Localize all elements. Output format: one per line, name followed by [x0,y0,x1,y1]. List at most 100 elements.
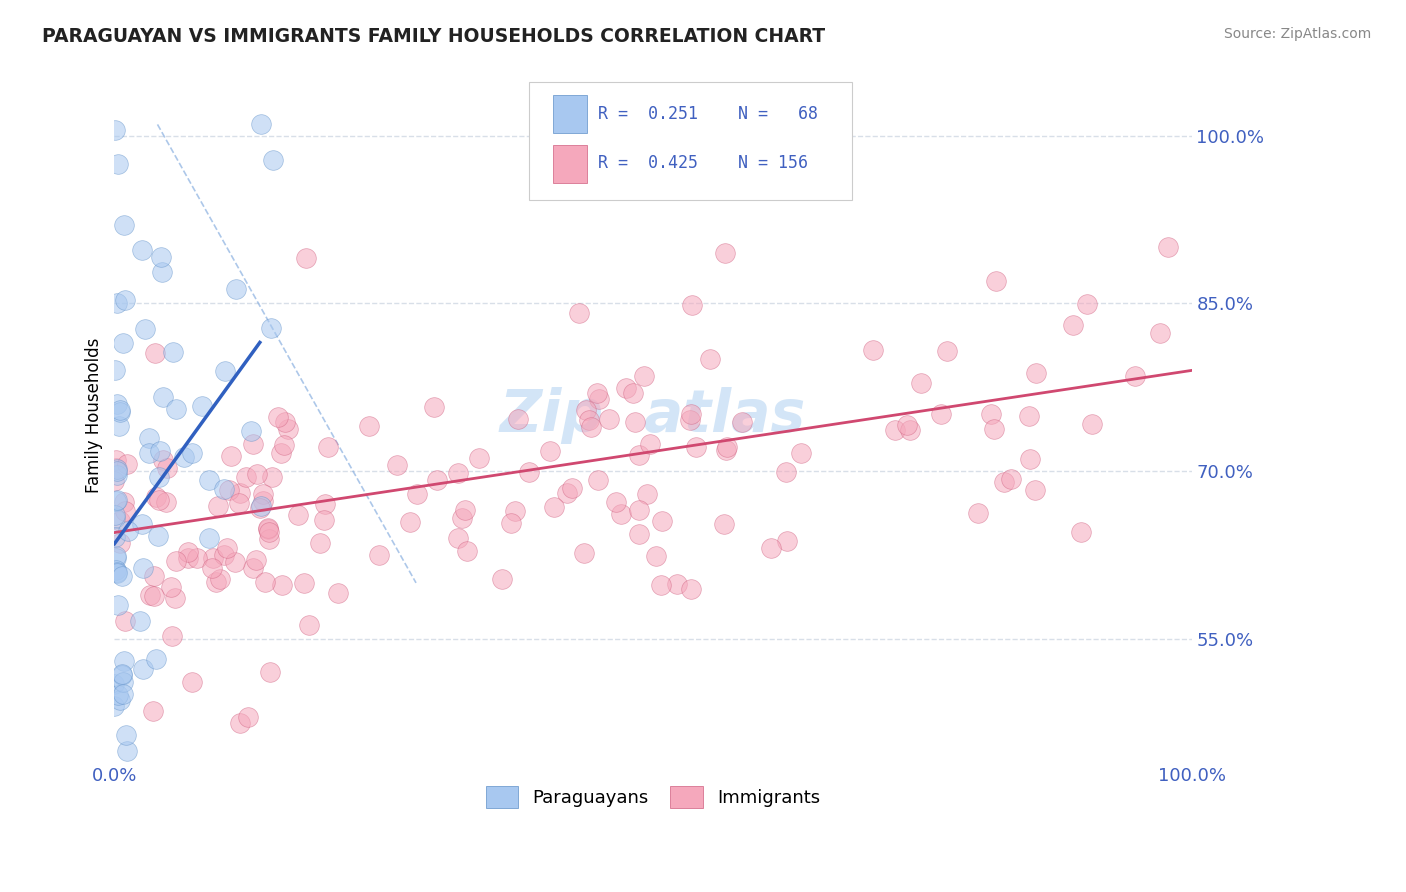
Point [761,541,783,555]
Point [114,727,136,741]
Point [298,618,321,632]
Point [152,390,174,404]
Point [105,464,128,478]
Point [627,448,650,462]
Point [104,511,127,525]
Point [790,446,813,460]
Point [980,407,1002,421]
Point [228,496,250,510]
Point [627,527,650,541]
Point [665,577,688,591]
Point [186,551,208,566]
Point [292,576,315,591]
Text: Source: ZipAtlas.com: Source: ZipAtlas.com [1223,27,1371,41]
Point [155,495,177,509]
Point [328,586,350,600]
Point [579,419,602,434]
Point [910,376,932,391]
Point [249,501,271,516]
Point [638,437,661,451]
Point [107,419,129,434]
Point [993,475,1015,489]
Point [114,504,136,518]
Legend: Paraguayans, Immigrants: Paraguayans, Immigrants [478,779,828,815]
Point [447,467,470,481]
Point [679,413,702,427]
Point [633,368,655,383]
Point [252,494,274,508]
Point [177,545,200,559]
Point [572,546,595,560]
Point [776,534,799,549]
Point [422,400,444,414]
Point [117,524,139,538]
Point [467,451,489,466]
Point [103,474,125,488]
Point [1149,326,1171,340]
Point [131,243,153,257]
Point [568,306,591,320]
Point [103,363,125,377]
FancyBboxPatch shape [529,82,852,200]
Point [270,446,292,460]
Point [314,497,336,511]
Point [108,693,131,707]
Point [246,467,269,481]
Point [491,572,513,586]
Point [138,446,160,460]
Point [105,493,128,508]
Point [128,614,150,628]
Point [212,482,235,496]
Point [242,437,264,451]
Point [250,500,273,514]
Point [112,495,135,509]
Point [173,450,195,464]
FancyBboxPatch shape [553,95,588,133]
Point [105,397,128,411]
Point [104,530,127,544]
Point [104,453,127,467]
Point [225,282,247,296]
Point [713,246,735,260]
Point [295,251,318,265]
Point [112,336,135,351]
Point [156,460,179,475]
Point [104,551,127,566]
Point [1076,296,1098,310]
Point [451,511,474,525]
Point [108,402,131,417]
Point [252,487,274,501]
Point [205,574,228,589]
Point [236,710,259,724]
Point [228,486,250,500]
Point [929,407,952,421]
Point [257,521,280,535]
Point [1018,409,1040,423]
Point [287,508,309,522]
Point [862,343,884,357]
Point [1024,483,1046,497]
Point [586,473,609,487]
Point [426,474,449,488]
Point [588,392,610,406]
Point [538,443,561,458]
FancyBboxPatch shape [553,145,588,183]
Point [165,402,187,417]
Point [627,502,650,516]
Point [176,550,198,565]
Point [245,553,267,567]
Point [517,465,540,479]
Point [215,541,238,555]
Point [214,364,236,378]
Point [142,705,165,719]
Point [105,296,128,310]
Point [104,123,127,137]
Point [936,343,959,358]
Point [267,409,290,424]
Point [191,400,214,414]
Point [138,431,160,445]
Point [104,508,127,522]
Point [731,415,754,429]
Point [614,381,637,395]
Point [714,443,737,458]
